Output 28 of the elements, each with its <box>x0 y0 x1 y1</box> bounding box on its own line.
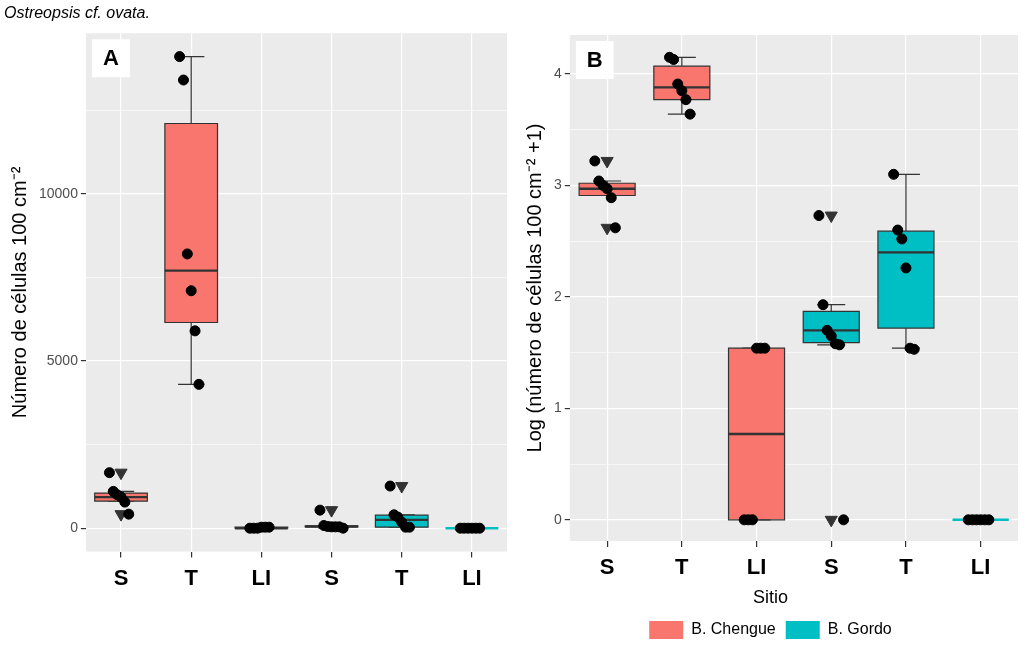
x-tick-label: S <box>113 564 129 590</box>
x-tick-label: S <box>599 554 615 580</box>
y-axis-title: Log (número de células 100 cm⁻² +1) <box>522 123 545 453</box>
x-tick-label: LI <box>970 554 991 580</box>
x-tick-label: S <box>324 564 339 590</box>
x-tick-label: LI <box>462 564 482 590</box>
annotation: B <box>586 47 603 73</box>
legend-title: Sitio <box>752 587 789 608</box>
y-tick-label: 5000 <box>46 351 79 368</box>
x-tick-label: T <box>899 554 914 580</box>
y-tick-label: 4 <box>553 64 562 81</box>
x-tick-label: T <box>675 554 690 580</box>
x-tick-label: S <box>823 554 839 580</box>
legend-label: B. Gordo <box>827 620 892 638</box>
chart-title: Ostreopsis cf. ovata. <box>4 4 150 22</box>
y-tick-label: 3 <box>553 176 562 193</box>
y-tick-label: 0 <box>553 510 562 527</box>
x-tick-label: LI <box>746 554 767 580</box>
y-tick-label: 0 <box>70 519 79 536</box>
y-tick-label: 10000 <box>38 184 79 201</box>
x-tick-label: T <box>184 564 199 590</box>
y-tick-label: 1 <box>553 399 562 416</box>
x-tick-label: T <box>395 564 410 590</box>
y-axis-title: Número de células 100 cm⁻² <box>7 166 30 419</box>
annotation: A <box>102 45 119 71</box>
y-tick-label: 2 <box>553 287 562 304</box>
x-tick-label: LI <box>251 564 272 590</box>
legend-label: B. Chengue <box>691 620 776 638</box>
